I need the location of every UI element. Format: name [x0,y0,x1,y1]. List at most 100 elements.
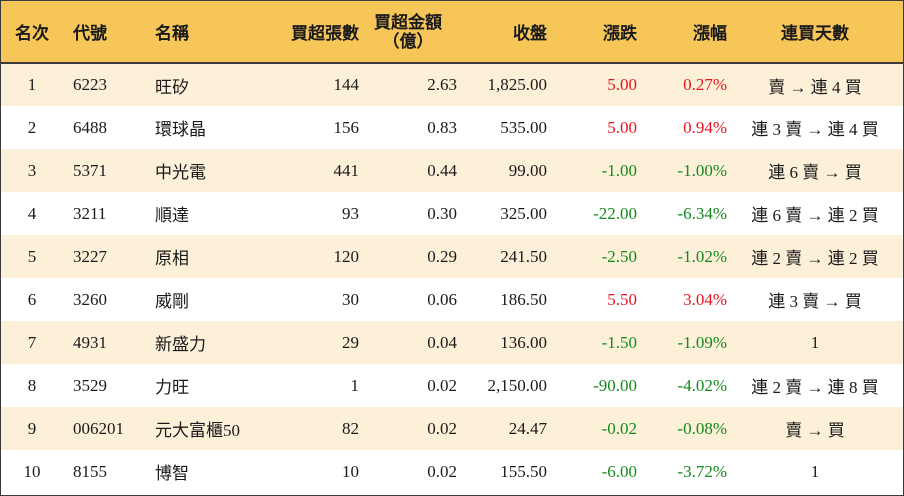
cell-amount: 0.02 [427,418,457,438]
cell-amount: 0.02 [427,375,457,395]
cell-close: 1,825.00 [487,75,548,94]
cell-rank: 7 [27,332,37,352]
cell-close: 325.00 [500,203,547,223]
cell-amount: 0.04 [427,332,457,352]
cell-name: 力旺 [155,378,189,397]
cell-amount: 2.63 [427,75,457,94]
cell-name: 中光電 [155,163,206,182]
cell-amount: 0.02 [427,461,457,481]
cell-code: 4931 [73,332,107,352]
cell-change: -1.50 [601,332,637,352]
cell-amount: 0.29 [427,246,457,266]
header-rank[interactable]: 名次 [15,24,49,43]
cell-change-pct: -6.34% [677,203,727,223]
cell-close: 241.50 [500,246,547,266]
table-row[interactable]: 10 8155 博智 10 0.02 155.50 -6.00 -3.72% 1 [1,450,903,493]
cell-close: 136.00 [500,332,547,352]
cell-code: 3227 [73,246,107,266]
cell-code: 5371 [73,160,107,180]
cell-change-pct: -1.02% [677,246,727,266]
cell-volume: 93 [342,203,359,223]
cell-change: -90.00 [593,375,637,395]
cell-streak: 1 [810,332,820,352]
header-change-pct[interactable]: 漲幅 [693,24,727,43]
cell-streak: 賣 → 連 4 買 [768,77,862,97]
cell-amount: 0.30 [427,203,457,223]
cell-rank: 4 [27,203,37,223]
table-row[interactable]: 9 006201 元大富櫃50 82 0.02 24.47 -0.02 -0.08% 賣 → 買 [1,407,903,450]
cell-name: 元大富櫃50 [155,421,240,440]
cell-change-pct: -1.00% [677,160,727,180]
table-row[interactable]: 4 3211 順達 93 0.30 325.00 -22.00 -6.34% 連 6 賣 → 連… [1,192,903,235]
cell-volume: 10 [342,461,359,481]
cell-volume: 82 [342,418,359,438]
header-amount-line2: （億） [382,31,434,51]
cell-name: 原相 [155,249,189,268]
cell-name: 旺矽 [155,77,189,97]
cell-change-pct: -4.02% [677,375,727,395]
cell-name: 新盛力 [155,335,206,354]
cell-streak: 連 6 賣 → 買 [768,163,862,182]
header-change[interactable]: 漲跌 [603,24,637,43]
cell-change: -1.00 [601,160,637,180]
cell-streak: 連 2 賣 → 連 8 買 [751,378,879,397]
cell-name: 環球晶 [155,120,206,139]
cell-close: 535.00 [500,117,547,137]
cell-change: -0.02 [601,418,637,438]
table-row[interactable]: 2 6488 環球晶 156 0.83 535.00 5.00 0.94% 連 3 賣 → 連 … [1,106,903,149]
cell-volume: 441 [333,160,360,180]
cell-name: 順達 [155,206,189,225]
cell-change: -22.00 [593,203,637,223]
cell-rank: 5 [27,246,37,266]
table-row[interactable]: 1 6223 旺矽 144 2.63 1,825.00 5.00 0.27% 賣 → 連 4 買 [1,63,903,106]
cell-volume: 1 [350,375,360,395]
cell-close: 2,150.00 [487,375,548,395]
cell-code: 3211 [73,203,107,223]
header-close[interactable]: 收盤 [513,24,547,43]
cell-volume: 30 [342,289,359,309]
cell-code: 006201 [73,418,124,438]
cell-name: 博智 [155,464,189,483]
table-row[interactable]: 7 4931 新盛力 29 0.04 136.00 -1.50 -1.09% 1 [1,321,903,364]
table-row[interactable]: 3 5371 中光電 441 0.44 99.00 -1.00 -1.00% 連 6 賣 → 買 [1,149,903,192]
cell-streak: 賣 → 買 [785,421,845,440]
cell-streak: 連 3 賣 → 買 [768,292,862,311]
cell-streak: 連 2 賣 → 連 2 買 [751,249,879,268]
cell-code: 6488 [73,117,107,137]
table-row[interactable]: 6 3260 威剛 30 0.06 186.50 5.50 3.04% 連 3 賣 → 買 [1,278,903,321]
cell-change: 5.00 [607,117,637,137]
cell-code: 6223 [73,75,107,94]
table-row[interactable]: 8 3529 力旺 1 0.02 2,150.00 -90.00 -4.02% 連 2 賣 → … [1,364,903,407]
header-volume[interactable]: 買超張數 [291,24,359,43]
cell-rank: 8 [27,375,37,395]
header-code[interactable]: 代號 [73,24,107,43]
cell-change-pct: -3.72% [677,461,727,481]
cell-change: 5.00 [607,75,637,94]
cell-change: 5.50 [607,289,637,309]
cell-volume: 156 [333,117,360,137]
header-name[interactable]: 名稱 [155,24,189,43]
cell-volume: 144 [333,75,360,94]
cell-change-pct: -1.09% [677,332,727,352]
cell-change-pct: 0.94% [683,117,727,137]
header-amount[interactable]: 買超金額 （億） [359,1,457,63]
cell-amount: 0.83 [427,117,457,137]
cell-close: 99.00 [508,160,547,180]
table-body: 1 6223 旺矽 144 2.63 1,825.00 5.00 0.27% 賣 → 連 4 買… [1,63,903,493]
cell-change-pct: -0.08% [677,418,727,438]
header-row: 名次 代號 名稱 買超張數 買超金額 （億） 收盤 漲跌 漲幅 連買天數 [1,1,903,63]
cell-rank: 2 [27,117,37,137]
cell-close: 186.50 [500,289,547,309]
table-header: 名次 代號 名稱 買超張數 買超金額 （億） 收盤 漲跌 漲幅 連買天數 [1,1,903,63]
cell-amount: 0.06 [427,289,457,309]
cell-close: 24.47 [508,418,547,438]
cell-rank: 9 [27,418,37,438]
cell-change: -2.50 [601,246,637,266]
cell-streak: 連 3 賣 → 連 4 買 [751,120,879,139]
table-row[interactable]: 5 3227 原相 120 0.29 241.50 -2.50 -1.02% 連 2 賣 → 連… [1,235,903,278]
cell-amount: 0.44 [427,160,457,180]
cell-code: 3529 [73,375,107,395]
header-streak[interactable]: 連買天數 [781,24,849,43]
